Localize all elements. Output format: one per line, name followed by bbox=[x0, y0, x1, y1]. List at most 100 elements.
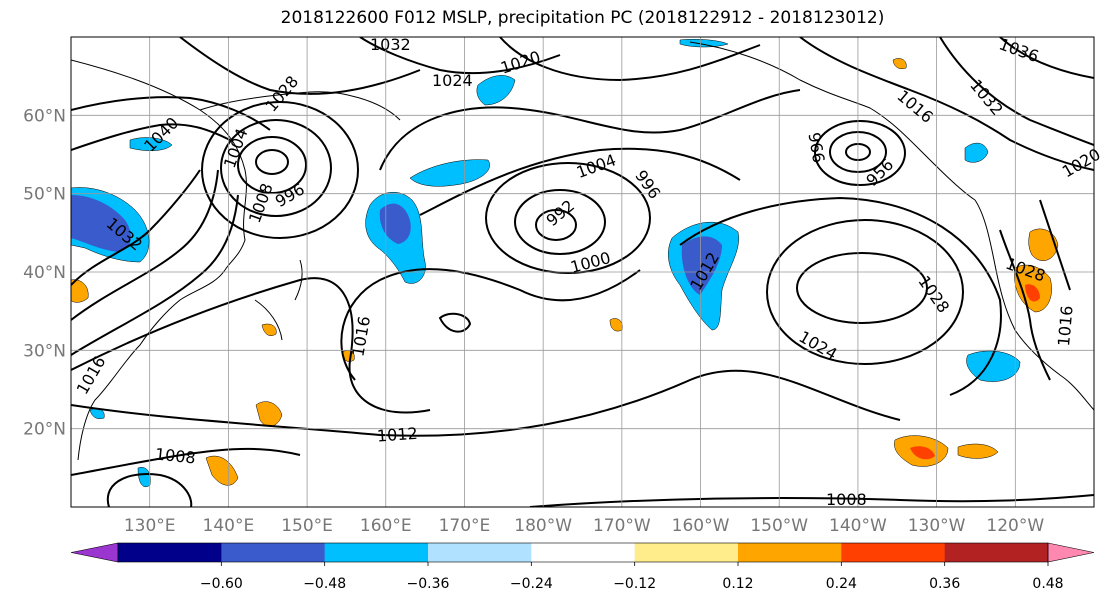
isobar-contour bbox=[220, 119, 332, 217]
colorbar-segment bbox=[531, 543, 635, 562]
gridlines bbox=[71, 37, 1094, 507]
precip-blob bbox=[71, 195, 131, 252]
contour-label: 1008 bbox=[154, 444, 196, 467]
colorbar-segment bbox=[841, 543, 945, 562]
isobar-contour bbox=[255, 149, 289, 175]
map-frame bbox=[70, 36, 1095, 508]
longitude-tick-label: 150°W bbox=[750, 516, 808, 536]
coastline bbox=[689, 41, 976, 201]
precip-blob bbox=[476, 75, 516, 106]
precip-blob bbox=[910, 446, 935, 460]
isobar-contour bbox=[514, 189, 606, 255]
precip-blob bbox=[892, 58, 907, 69]
longitude-tick-label: 160°E bbox=[360, 516, 412, 536]
colorbar-tick-labels: −0.60 −0.48 −0.36 −0.24 −0.12 0.12 0.24 0.36 0.4… bbox=[200, 562, 1064, 592]
isobar-contour bbox=[939, 37, 1094, 146]
isobar-contour bbox=[999, 37, 1094, 79]
contour-label: 1016 bbox=[1054, 305, 1076, 347]
axis-labels: 60°N 50°N 40°N 30°N 20°N 130°E 140°E 150°E 160°E… bbox=[23, 106, 1044, 536]
coastline bbox=[254, 299, 283, 341]
contour-label: 1032 bbox=[370, 35, 411, 54]
isobar-contour bbox=[679, 196, 1002, 396]
latitude-tick-label: 40°N bbox=[23, 263, 66, 283]
precip-blob bbox=[1028, 228, 1059, 261]
isobar-contour bbox=[799, 37, 1094, 171]
isobar-contour bbox=[107, 473, 193, 507]
precip-blob bbox=[679, 38, 729, 48]
precip-blob bbox=[957, 443, 999, 459]
precip-blob bbox=[261, 323, 277, 336]
isobar-contour bbox=[71, 447, 301, 476]
colorbar-extend-low bbox=[70, 542, 119, 563]
longitude-tick-label: 140°W bbox=[829, 516, 887, 536]
isobar-contour bbox=[999, 229, 1051, 381]
chart-title: 2018122600 F012 MSLP, precipitation PC (… bbox=[280, 8, 885, 28]
isobar-contour bbox=[485, 162, 651, 274]
longitude-tick-label: 120°W bbox=[986, 516, 1044, 536]
longitude-tick-label: 150°E bbox=[281, 516, 333, 536]
isobar-contour bbox=[201, 101, 359, 239]
latitude-tick-label: 20°N bbox=[23, 420, 66, 440]
colorbar-tick-label: −0.60 bbox=[200, 576, 243, 592]
isobar-contour bbox=[71, 96, 271, 131]
colorbar-segment bbox=[428, 543, 532, 562]
colorbar-segment bbox=[221, 543, 325, 562]
precip-blob bbox=[681, 236, 722, 295]
isobar-contour bbox=[71, 277, 431, 414]
precip-blob bbox=[129, 137, 173, 151]
colorbar-tick-label: 0.12 bbox=[722, 576, 753, 592]
isobar-contour bbox=[237, 136, 307, 194]
colorbar-tick-label: −0.48 bbox=[303, 576, 346, 592]
isobar-contour bbox=[340, 268, 641, 381]
isobar-contour bbox=[796, 252, 928, 324]
isobar-contour bbox=[535, 209, 577, 241]
coastline bbox=[77, 269, 226, 461]
longitude-tick-label: 130°W bbox=[908, 516, 966, 536]
colorbar-tick-label: −0.36 bbox=[407, 576, 450, 592]
colorbar bbox=[70, 542, 1095, 563]
precip-blob bbox=[409, 159, 490, 187]
latitude-tick-label: 50°N bbox=[23, 185, 66, 205]
contour-label: 1008 bbox=[826, 490, 867, 509]
longitude-tick-label: 140°E bbox=[203, 516, 255, 536]
isobar-contour bbox=[71, 369, 901, 437]
isobar-contour bbox=[71, 194, 239, 356]
longitude-tick-label: 160°W bbox=[672, 516, 730, 536]
colorbar-segment bbox=[634, 543, 739, 562]
contour-label: 1024 bbox=[432, 71, 473, 90]
colorbar-tick-label: 0.36 bbox=[929, 576, 960, 592]
latitude-tick-label: 30°N bbox=[23, 341, 66, 361]
isobar-contour bbox=[814, 120, 906, 186]
colorbar-extend-high bbox=[1047, 542, 1095, 563]
longitude-tick-label: 130°E bbox=[124, 516, 176, 536]
isobars bbox=[71, 37, 1094, 507]
colorbar-tick-label: 0.24 bbox=[826, 576, 857, 592]
isobar-contour bbox=[438, 312, 472, 333]
precip-blob bbox=[255, 401, 283, 427]
colorbar-tick-label: −0.12 bbox=[613, 576, 656, 592]
contour-label: 1012 bbox=[376, 424, 418, 446]
precip-blob bbox=[379, 203, 411, 244]
isobar-contour bbox=[179, 37, 421, 95]
longitude-tick-label: 170°W bbox=[593, 516, 651, 536]
latitude-tick-label: 60°N bbox=[23, 106, 66, 126]
colorbar-outline bbox=[117, 542, 1049, 563]
precip-blob bbox=[205, 455, 239, 486]
isobar-contour bbox=[499, 37, 761, 82]
map-layers bbox=[71, 37, 1094, 507]
colorbar-tick-label: −0.24 bbox=[510, 576, 553, 592]
colorbar-segment bbox=[118, 543, 222, 562]
isobar-contour bbox=[71, 169, 219, 321]
isobar-contour bbox=[1039, 199, 1071, 291]
isobar-contour bbox=[379, 89, 801, 171]
isobar-contour bbox=[71, 123, 231, 151]
longitude-tick-label: 170°E bbox=[439, 516, 491, 536]
longitude-tick-label: 180°W bbox=[514, 516, 572, 536]
isobar-contour bbox=[529, 494, 1094, 507]
colorbar-segment bbox=[738, 543, 842, 562]
precip-blob bbox=[71, 279, 89, 303]
colorbar-tick-label: 0.48 bbox=[1032, 576, 1063, 592]
isobar-contour bbox=[359, 37, 561, 75]
colorbar-segment bbox=[944, 543, 1049, 562]
